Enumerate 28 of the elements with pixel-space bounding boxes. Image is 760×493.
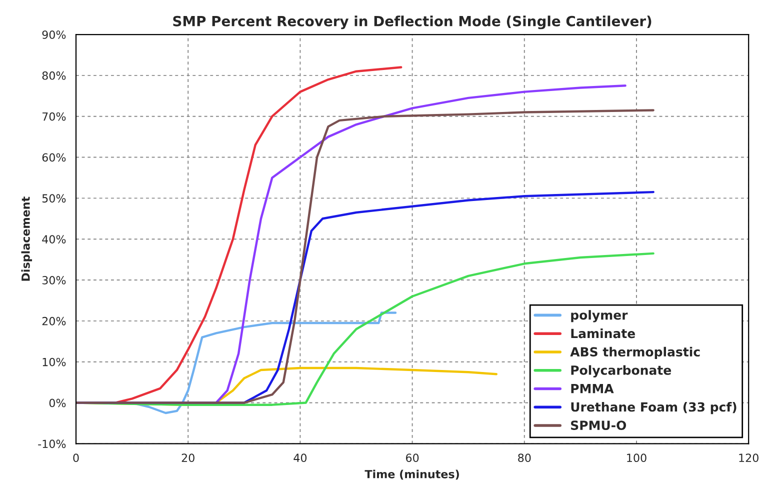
chart-title: SMP Percent Recovery in Deflection Mode (Single Cantilever): [173, 16, 652, 30]
y-axis-title: Displacement: [21, 196, 32, 281]
y-tick-label: 80%: [42, 71, 66, 80]
y-tick-label: 50%: [42, 194, 66, 203]
legend-label: Urethane Foam (33 pcf): [571, 402, 736, 414]
x-tick-label: 0: [73, 454, 79, 462]
x-tick-label: 120: [739, 454, 758, 462]
y-tick-label: 40%: [42, 235, 66, 244]
y-tick-label: 90%: [42, 30, 66, 39]
x-tick-label: 40: [294, 454, 307, 462]
legend-label: ABS thermoplastic: [570, 346, 700, 359]
legend-label: Laminate: [571, 328, 636, 338]
legend-label: polymer: [571, 310, 628, 322]
y-tick-label: 60%: [42, 153, 66, 162]
x-tick-label: 20: [182, 454, 194, 462]
y-tick-label: 30%: [42, 276, 66, 284]
y-tick-label: 20%: [42, 316, 66, 326]
y-tick-label: 0%: [49, 398, 66, 408]
legend-label: PMMA: [571, 384, 614, 394]
x-tick-label: 80: [518, 454, 531, 462]
x-tick-label: 100: [627, 454, 646, 462]
x-tick-label: 60: [406, 454, 419, 462]
legend-label: Polycarbonate: [571, 365, 672, 378]
y-tick-label: 70%: [42, 112, 66, 121]
y-tick-label: -10%: [38, 440, 66, 448]
legend-label: SPMU-O: [571, 420, 626, 430]
y-tick-label: 10%: [42, 358, 66, 366]
x-axis-title: Time (minutes): [364, 470, 459, 480]
